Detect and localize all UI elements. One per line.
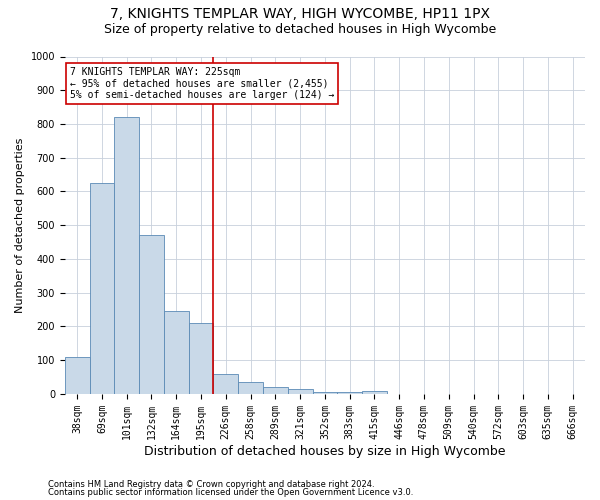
- Bar: [263, 387, 288, 394]
- Y-axis label: Number of detached properties: Number of detached properties: [15, 138, 25, 313]
- Bar: [288, 389, 313, 394]
- Bar: [164, 312, 188, 394]
- Text: 7, KNIGHTS TEMPLAR WAY, HIGH WYCOMBE, HP11 1PX: 7, KNIGHTS TEMPLAR WAY, HIGH WYCOMBE, HP…: [110, 8, 490, 22]
- Bar: [313, 392, 337, 394]
- Text: 7 KNIGHTS TEMPLAR WAY: 225sqm
← 95% of detached houses are smaller (2,455)
5% of: 7 KNIGHTS TEMPLAR WAY: 225sqm ← 95% of d…: [70, 66, 334, 100]
- Bar: [214, 374, 238, 394]
- Bar: [238, 382, 263, 394]
- Bar: [362, 390, 387, 394]
- Bar: [188, 323, 214, 394]
- Text: Contains HM Land Registry data © Crown copyright and database right 2024.: Contains HM Land Registry data © Crown c…: [48, 480, 374, 489]
- Bar: [89, 183, 115, 394]
- Text: Contains public sector information licensed under the Open Government Licence v3: Contains public sector information licen…: [48, 488, 413, 497]
- Bar: [139, 236, 164, 394]
- Bar: [337, 392, 362, 394]
- Text: Size of property relative to detached houses in High Wycombe: Size of property relative to detached ho…: [104, 22, 496, 36]
- Bar: [65, 357, 89, 394]
- Bar: [115, 117, 139, 394]
- X-axis label: Distribution of detached houses by size in High Wycombe: Distribution of detached houses by size …: [144, 444, 506, 458]
